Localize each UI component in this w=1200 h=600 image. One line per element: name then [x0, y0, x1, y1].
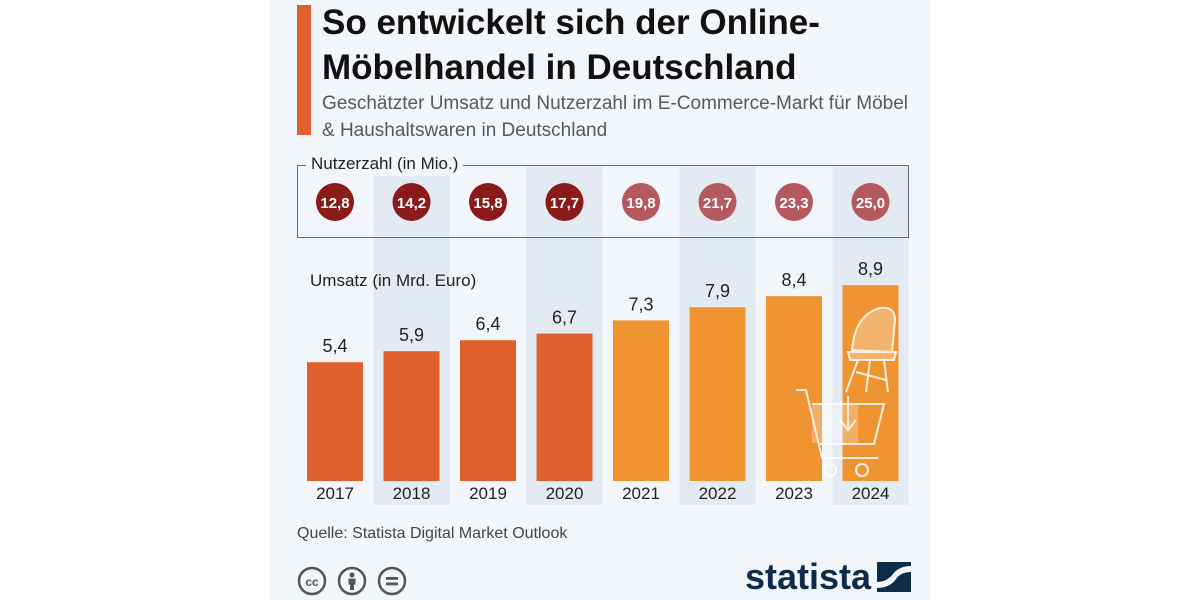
user-circles: 12,8 14,2 15,8 17,7 19,8 21,7 23,3 25,0 [316, 183, 890, 221]
revenue-value-labels: 5,4 5,9 6,4 6,7 7,3 7,9 8,4 8,9 [322, 259, 883, 356]
by-icon[interactable] [337, 566, 367, 596]
revenue-value-label: 7,9 [705, 281, 730, 301]
revenue-bars [307, 285, 899, 481]
user-circle [851, 183, 890, 221]
shopping-cart-icon [796, 389, 886, 477]
statista-logo-icon [877, 562, 912, 592]
cc-icon[interactable]: cc [297, 566, 327, 596]
user-value-label: 19,8 [626, 195, 655, 212]
user-circle [698, 183, 737, 221]
user-circle [622, 183, 660, 221]
year-tick-label: 2023 [775, 484, 813, 503]
user-circle [392, 183, 431, 221]
year-tick-label: 2024 [852, 484, 890, 503]
statista-wordmark: statista [745, 556, 872, 597]
nd-icon[interactable] [377, 566, 407, 596]
revenue-bar [613, 320, 669, 481]
revenue-value-label: 8,9 [858, 259, 883, 279]
user-circle [775, 183, 813, 221]
revenue-series-label: Umsatz (in Mrd. Euro) [310, 271, 476, 290]
user-value-label: 15,8 [473, 195, 502, 212]
users-box [297, 165, 909, 238]
year-tick-label: 2021 [622, 484, 660, 503]
user-value-label: 14,2 [397, 195, 426, 212]
source-note: Quelle: Statista Digital Market Outlook [297, 525, 568, 542]
year-tick-label: 2018 [393, 484, 431, 503]
revenue-bar [842, 285, 899, 481]
revenue-bar [689, 307, 746, 481]
year-tick-label: 2017 [316, 484, 354, 503]
user-value-label: 25,0 [856, 195, 885, 212]
user-circle [316, 183, 354, 221]
year-tick-label: 2019 [469, 484, 507, 503]
revenue-value-label: 5,9 [399, 325, 424, 345]
accent-bar [297, 5, 311, 135]
revenue-bar [383, 351, 440, 481]
svg-text:cc: cc [305, 575, 319, 589]
user-circle [469, 183, 507, 221]
revenue-bar [307, 362, 363, 481]
user-circle [545, 183, 584, 221]
user-value-label: 21,7 [703, 195, 732, 212]
revenue-bar [536, 333, 593, 481]
revenue-value-label: 6,7 [552, 308, 577, 328]
revenue-value-label: 7,3 [628, 294, 653, 314]
chart-subtitle: Geschätzter Umsatz und Nutzerzahl im E-C… [322, 93, 908, 141]
revenue-value-label: 8,4 [781, 270, 806, 290]
user-value-label: 12,8 [320, 195, 349, 212]
chair-icon [845, 306, 898, 393]
revenue-value-label: 6,4 [475, 314, 500, 334]
chart-title: So entwickelt sich der Online-Möbelhande… [322, 3, 820, 87]
statista-logo[interactable]: statista [745, 556, 912, 597]
user-value-label: 23,3 [779, 195, 808, 212]
users-series-label: Nutzerzahl (in Mio.) [306, 152, 464, 176]
revenue-value-label: 5,4 [322, 336, 347, 356]
year-tick-labels: 2017 2018 2019 2020 2021 2022 2023 2024 [316, 484, 889, 503]
year-tick-label: 2020 [546, 484, 584, 503]
year-tick-label: 2022 [699, 484, 737, 503]
user-value-label: 17,7 [550, 195, 579, 212]
revenue-bar [460, 340, 516, 481]
revenue-bar [766, 296, 822, 481]
